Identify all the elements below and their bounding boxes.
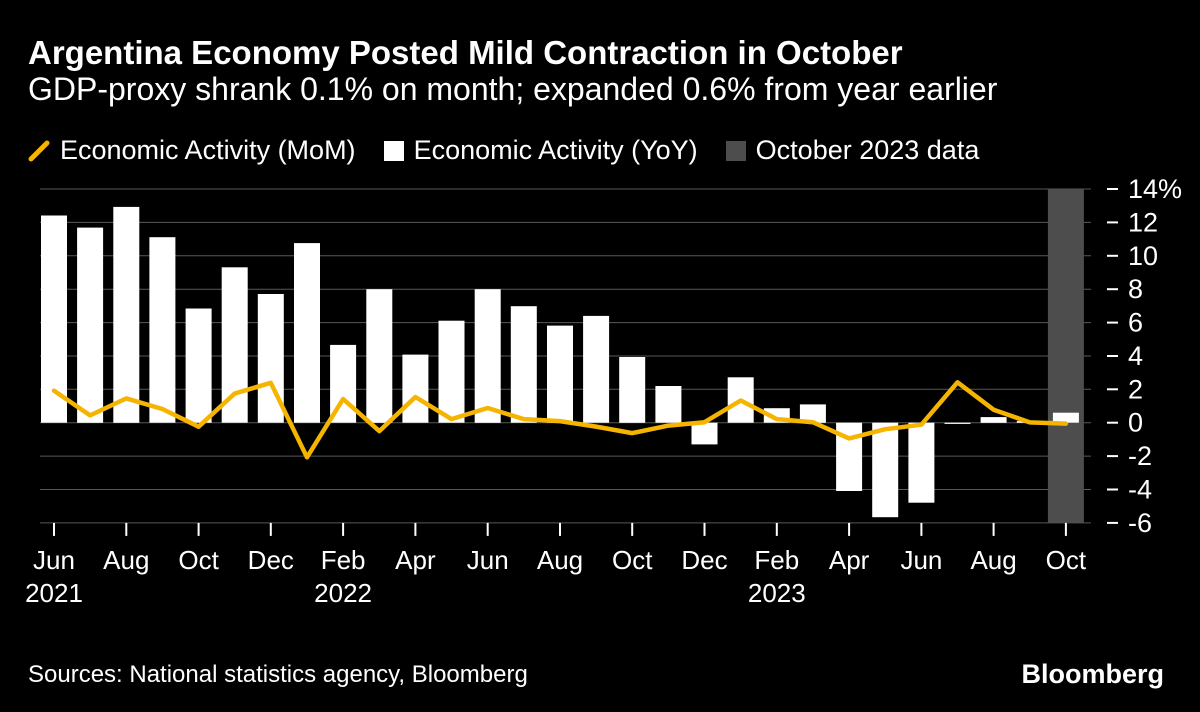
svg-text:Jun: Jun bbox=[33, 545, 75, 575]
svg-text:2023: 2023 bbox=[748, 578, 806, 608]
svg-text:Apr: Apr bbox=[829, 545, 870, 575]
svg-text:-4: -4 bbox=[1128, 475, 1152, 505]
svg-text:-2: -2 bbox=[1128, 441, 1152, 471]
svg-text:8: 8 bbox=[1128, 274, 1143, 304]
svg-text:Feb: Feb bbox=[321, 545, 366, 575]
svg-text:Dec: Dec bbox=[248, 545, 294, 575]
svg-text:Aug: Aug bbox=[970, 545, 1016, 575]
svg-text:2021: 2021 bbox=[25, 578, 83, 608]
svg-text:Aug: Aug bbox=[537, 545, 583, 575]
svg-text:0: 0 bbox=[1128, 408, 1143, 438]
svg-text:Oct: Oct bbox=[1046, 545, 1087, 575]
svg-text:Oct: Oct bbox=[178, 545, 219, 575]
svg-text:6: 6 bbox=[1128, 308, 1143, 338]
svg-text:14%: 14% bbox=[1128, 174, 1182, 204]
svg-text:Feb: Feb bbox=[754, 545, 799, 575]
svg-text:Jun: Jun bbox=[900, 545, 942, 575]
svg-text:Aug: Aug bbox=[103, 545, 149, 575]
svg-text:10: 10 bbox=[1128, 241, 1158, 271]
svg-text:Jun: Jun bbox=[467, 545, 509, 575]
svg-text:2: 2 bbox=[1128, 374, 1143, 404]
svg-text:4: 4 bbox=[1128, 341, 1143, 371]
svg-text:2022: 2022 bbox=[314, 578, 372, 608]
svg-text:Oct: Oct bbox=[612, 545, 653, 575]
svg-text:Dec: Dec bbox=[681, 545, 727, 575]
svg-text:-6: -6 bbox=[1128, 508, 1152, 538]
svg-text:Apr: Apr bbox=[395, 545, 436, 575]
svg-text:12: 12 bbox=[1128, 207, 1158, 237]
